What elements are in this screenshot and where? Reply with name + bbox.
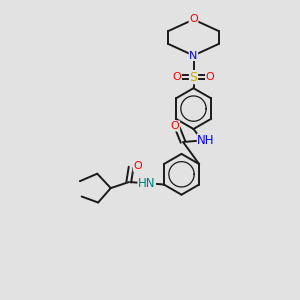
Text: O: O	[206, 72, 214, 82]
Text: S: S	[190, 70, 197, 84]
Text: O: O	[172, 72, 182, 82]
Text: NH: NH	[197, 134, 215, 147]
Text: O: O	[171, 121, 180, 131]
Text: N: N	[189, 50, 198, 61]
Text: O: O	[189, 14, 198, 25]
Text: O: O	[134, 161, 142, 171]
Text: HN: HN	[138, 177, 155, 190]
